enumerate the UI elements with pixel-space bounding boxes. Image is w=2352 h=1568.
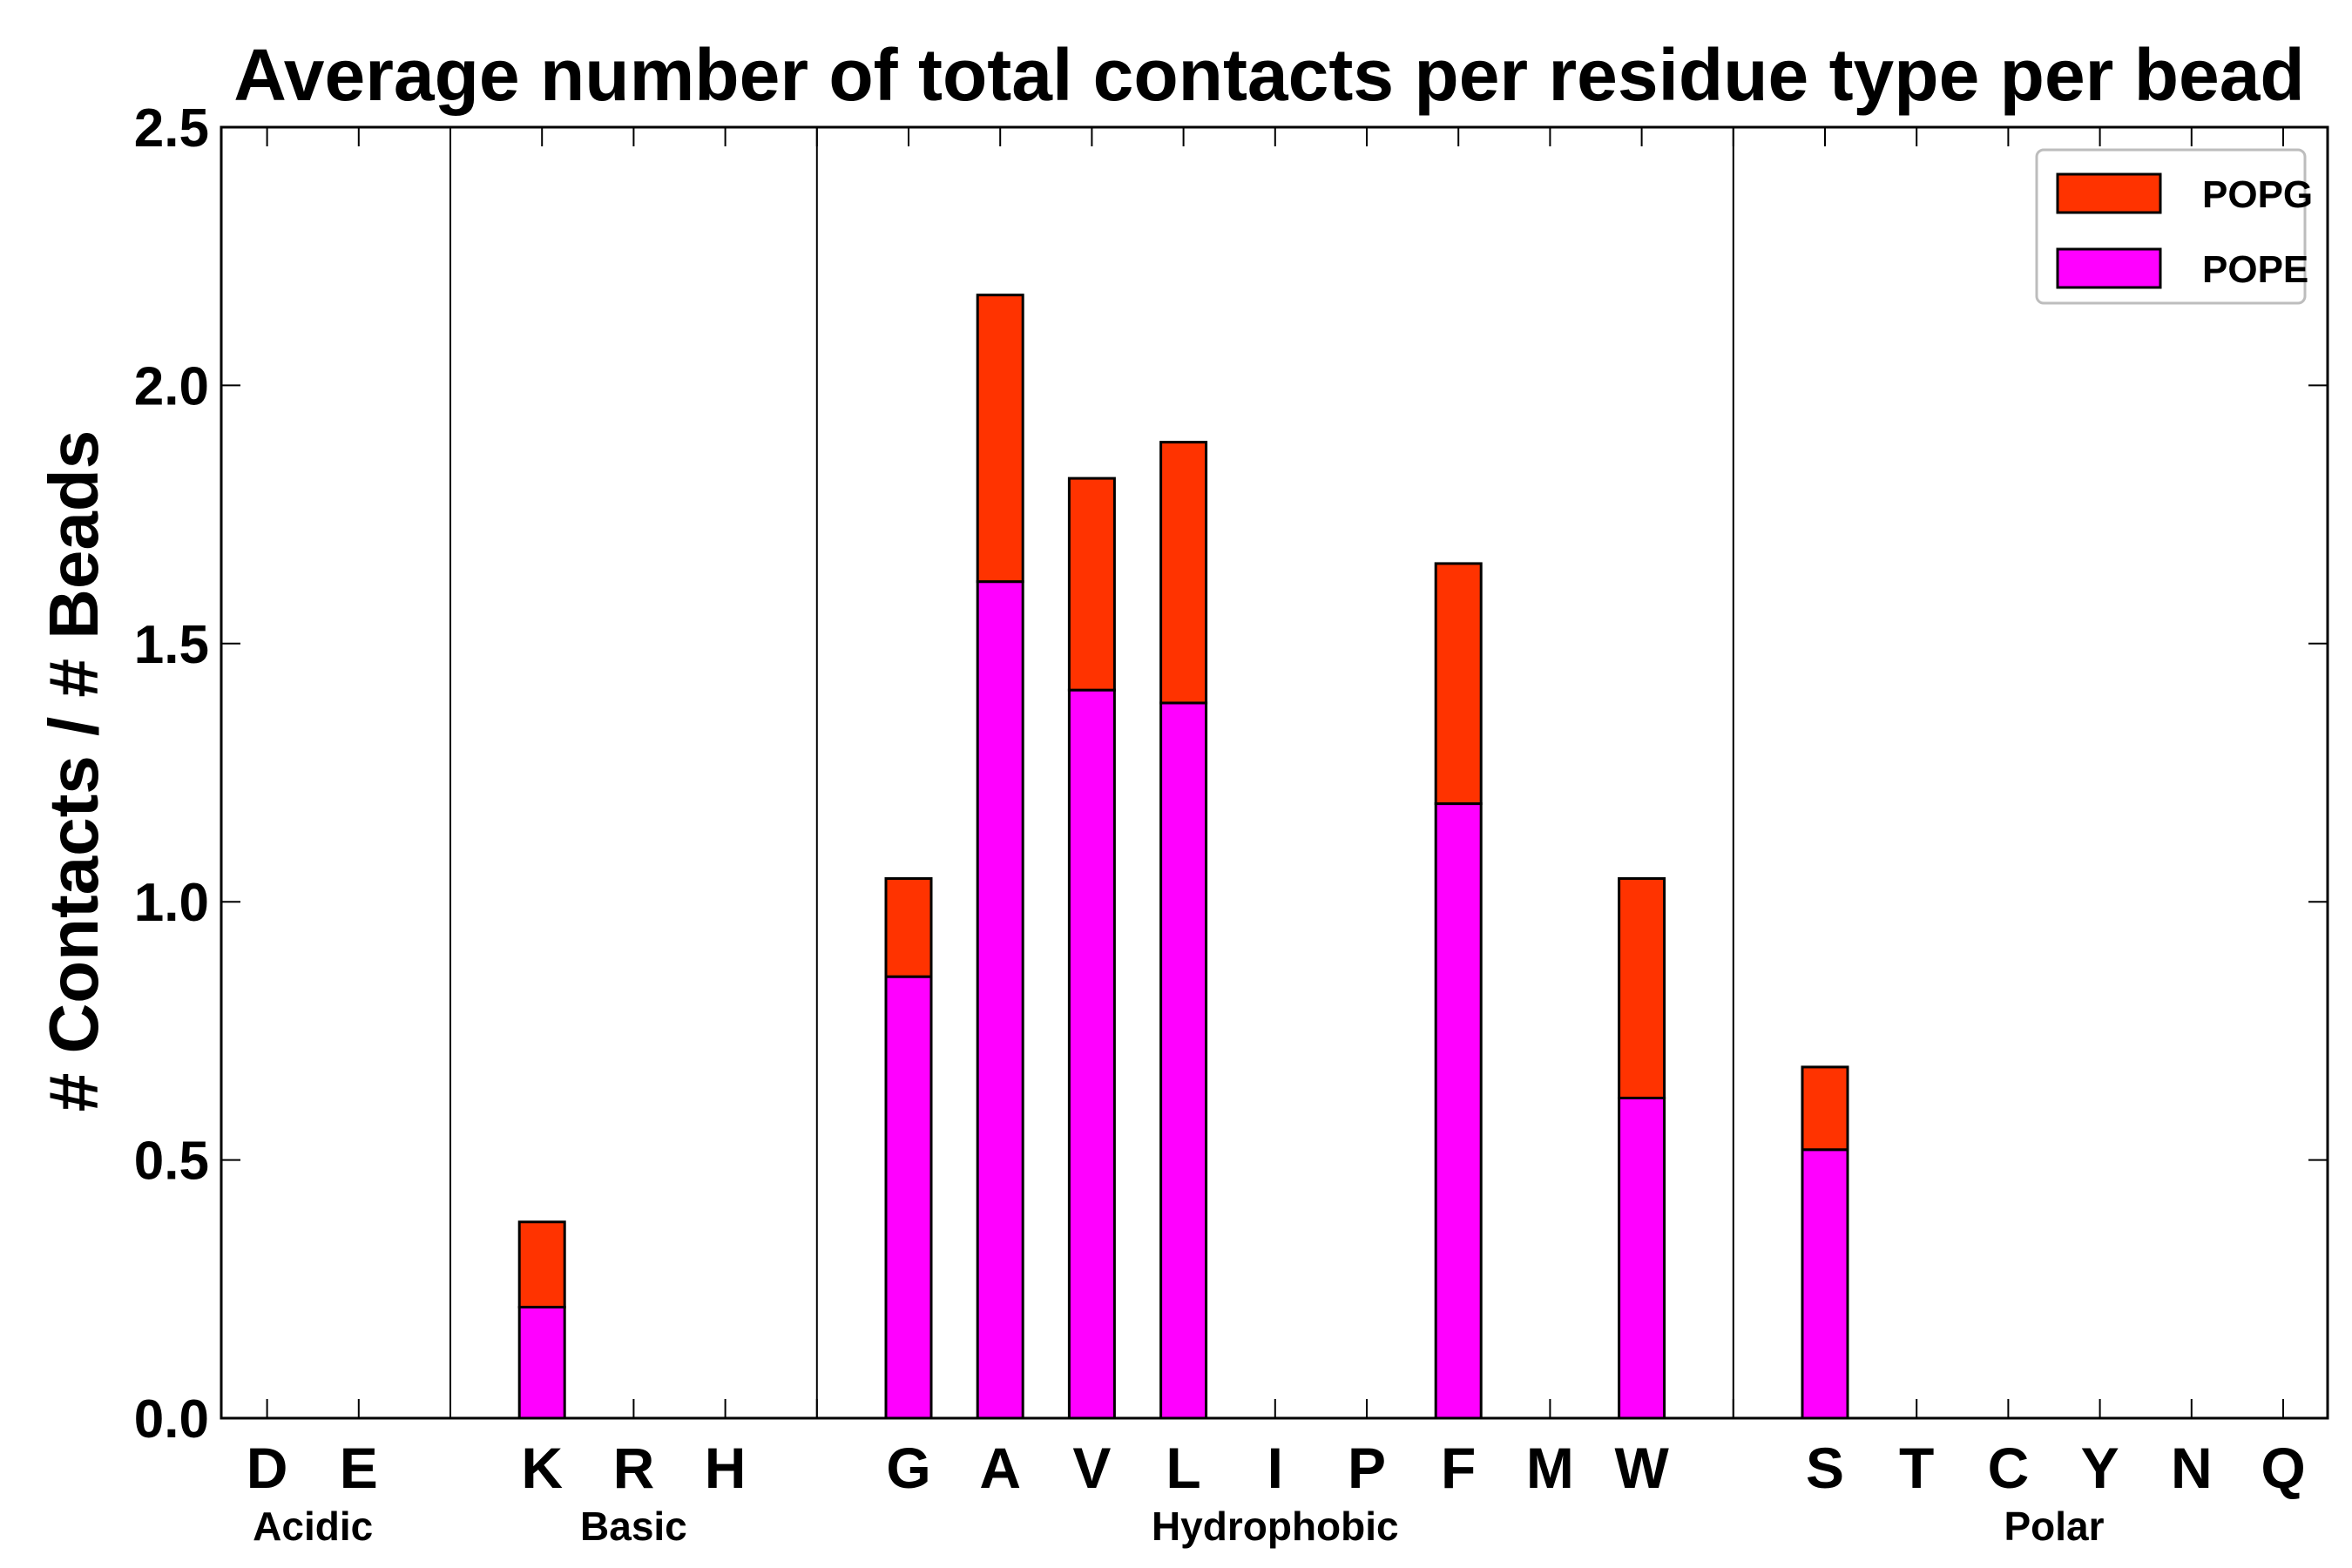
bar-popg-v <box>1067 476 1116 692</box>
y-tick-label: 1.5 <box>134 615 209 675</box>
plot-area: 0.0 0.5 1.0 1.5 2.0 2.5 D E K R H G A V L I P F M W S T C Y N Q Ac… <box>134 98 2329 1549</box>
x-tick-label: M <box>1526 1436 1574 1500</box>
legend-label-pope: POPE <box>2202 248 2308 291</box>
x-tick-label: Y <box>2081 1436 2119 1500</box>
bar-pope-l <box>1159 701 1208 1420</box>
x-tick-label: P <box>1348 1436 1386 1500</box>
chart-title: Average number of total contacts per res… <box>233 34 2305 116</box>
bar-popg-k <box>517 1220 566 1309</box>
y-tick-label: 2.0 <box>134 356 209 416</box>
bar-popg-l <box>1159 441 1208 705</box>
x-tick-label: H <box>705 1436 747 1500</box>
bar-pope-f <box>1434 802 1483 1420</box>
legend-swatch-popg <box>2056 172 2162 214</box>
x-tick-label: Q <box>2261 1436 2305 1500</box>
x-tick-label: G <box>886 1436 930 1500</box>
x-tick-label: K <box>521 1436 563 1500</box>
x-tick-label: C <box>1988 1436 2030 1500</box>
bar-popg-s <box>1801 1065 1849 1152</box>
bar-popg-a <box>976 294 1024 584</box>
x-tick-label: V <box>1072 1436 1111 1500</box>
group-label: Acidic <box>253 1504 373 1549</box>
legend-swatch-pope <box>2056 247 2162 289</box>
bar-pope-w <box>1618 1096 1666 1420</box>
x-tick-label: E <box>340 1436 378 1500</box>
x-tick-label: A <box>979 1436 1021 1500</box>
x-tick-label: R <box>613 1436 655 1500</box>
x-tick-label: F <box>1441 1436 1476 1500</box>
y-tick-label: 0.0 <box>134 1389 209 1450</box>
bar-pope-g <box>884 975 933 1420</box>
x-tick-label: I <box>1267 1436 1283 1500</box>
bar-popg-w <box>1618 877 1666 1099</box>
group-label: Basic <box>580 1504 687 1549</box>
y-tick-label: 0.5 <box>134 1132 209 1192</box>
legend: POPG POPE <box>2035 148 2313 305</box>
group-label: Hydrophobic <box>1152 1504 1399 1549</box>
bar-popg-f <box>1434 562 1483 806</box>
y-axis-label: # Contacts / # Beads <box>35 430 112 1112</box>
x-tick-label: N <box>2171 1436 2213 1500</box>
y-tick-label: 1.0 <box>134 873 209 933</box>
legend-label-popg: POPG <box>2202 173 2313 216</box>
x-tick-label: D <box>247 1436 288 1500</box>
y-tick-label: 2.5 <box>134 98 209 159</box>
bar-pope-k <box>517 1306 566 1420</box>
bar-pope-s <box>1801 1148 1849 1420</box>
axes-frame <box>220 125 2329 1420</box>
x-tick-label: L <box>1166 1436 1200 1500</box>
x-tick-label: W <box>1614 1436 1669 1500</box>
bar-pope-v <box>1067 688 1116 1420</box>
group-label: Polar <box>2004 1504 2104 1549</box>
x-tick-label: T <box>1899 1436 1934 1500</box>
x-tick-label: S <box>1806 1436 1844 1500</box>
bar-popg-g <box>884 877 933 978</box>
bar-pope-a <box>976 580 1024 1420</box>
